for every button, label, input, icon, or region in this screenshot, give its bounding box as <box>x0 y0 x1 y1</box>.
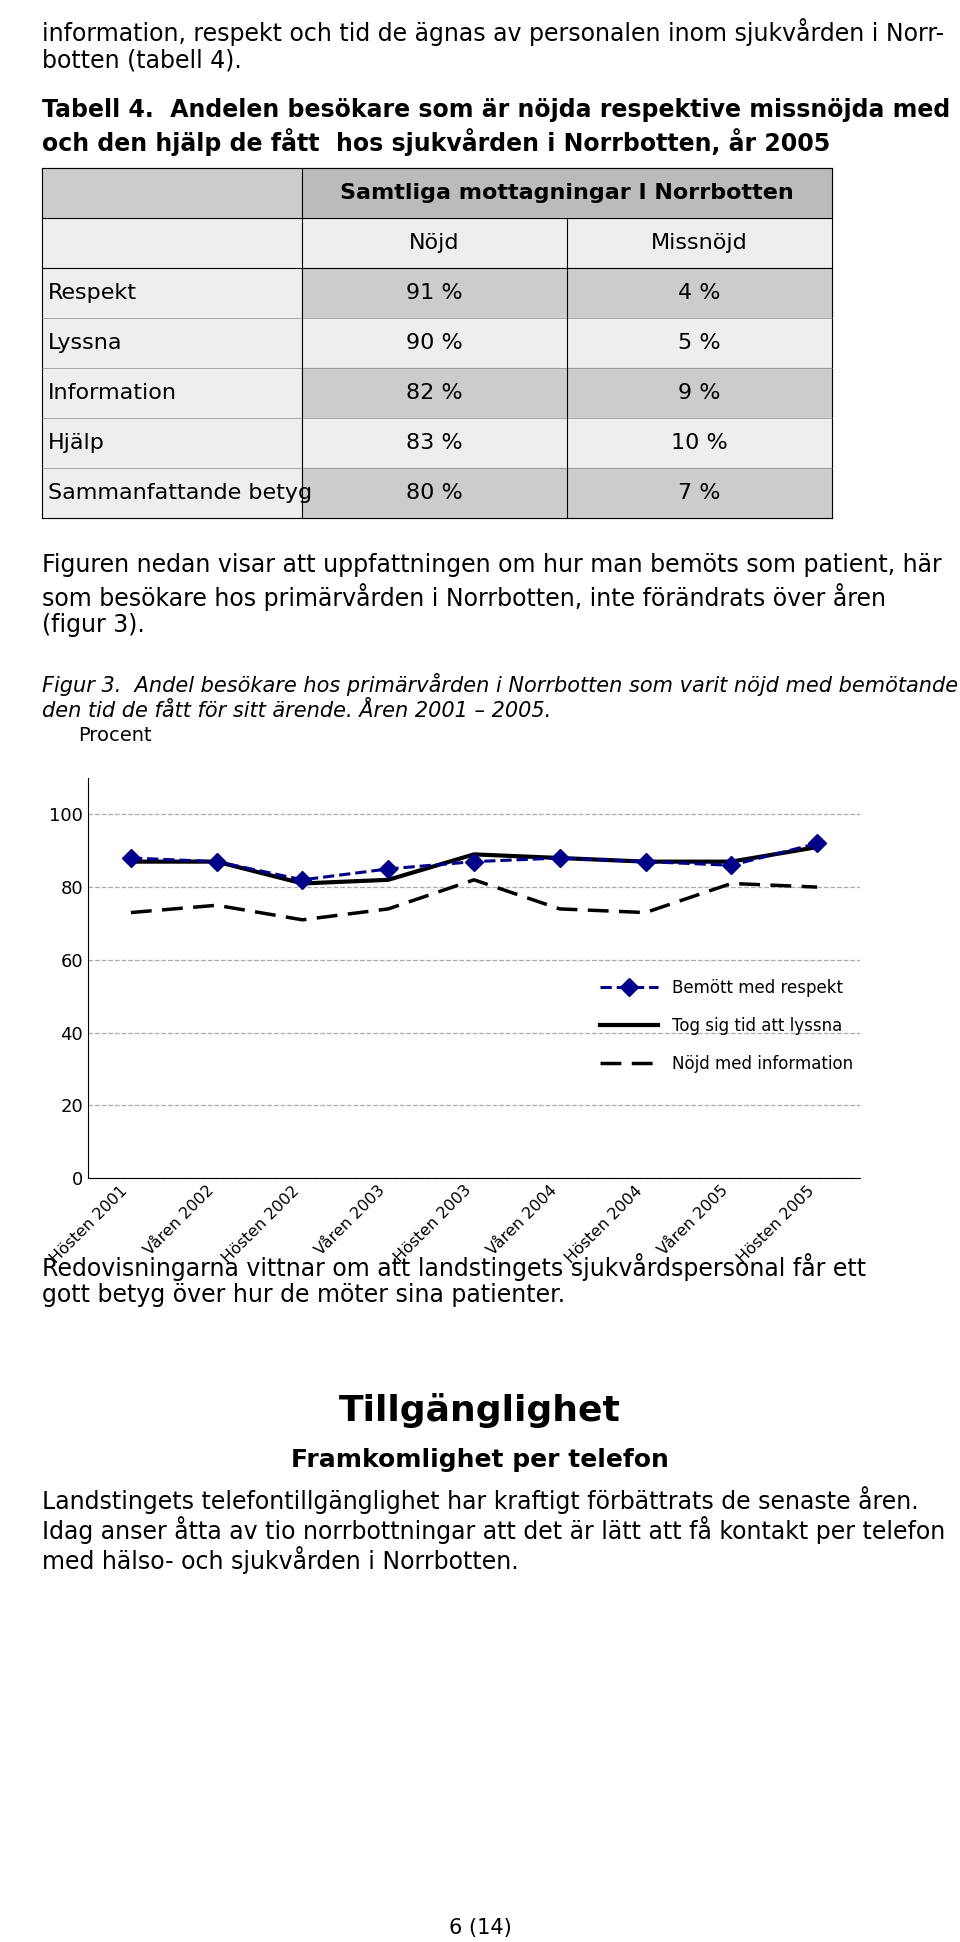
Text: Respekt: Respekt <box>48 284 137 303</box>
Bar <box>42 468 302 519</box>
Bemött med respekt <box>468 851 480 874</box>
Bar <box>567 318 832 367</box>
Nöjd med information <box>554 897 565 921</box>
Bar <box>302 367 567 418</box>
Bemött med respekt <box>811 831 823 854</box>
Nöjd med information <box>726 872 737 895</box>
Text: Sammanfattande betyg: Sammanfattande betyg <box>48 484 312 503</box>
Bar <box>42 268 302 318</box>
Bar <box>567 218 832 268</box>
Bar <box>567 367 832 418</box>
Bar <box>42 418 302 468</box>
Nöjd med information <box>297 909 308 932</box>
Text: den tid de fått för sitt ärende. Åren 2001 – 2005.: den tid de fått för sitt ärende. Åren 20… <box>42 701 551 720</box>
Text: 90 %: 90 % <box>406 332 463 353</box>
Text: 80 %: 80 % <box>406 484 463 503</box>
Text: 9 %: 9 % <box>679 383 721 404</box>
Text: Idag anser åtta av tio norrbottningar att det är lätt att få kontakt per telefon: Idag anser åtta av tio norrbottningar at… <box>42 1517 946 1544</box>
Text: information, respekt och tid de ägnas av personalen inom sjukvården i Norr-: information, respekt och tid de ägnas av… <box>42 17 944 47</box>
Bar <box>567 418 832 468</box>
Line: Nöjd med information: Nöjd med information <box>131 880 817 921</box>
Text: Tillgänglighet: Tillgänglighet <box>339 1392 621 1427</box>
Text: Figuren nedan visar att uppfattningen om hur man bemöts som patient, här: Figuren nedan visar att uppfattningen om… <box>42 553 942 577</box>
Nöjd med information <box>811 876 823 899</box>
Text: Samtliga mottagningar I Norrbotten: Samtliga mottagningar I Norrbotten <box>340 183 794 204</box>
Bar <box>302 468 567 519</box>
Text: som besökare hos primärvården i Norrbotten, inte förändrats över åren: som besökare hos primärvården i Norrbott… <box>42 583 886 612</box>
Text: Landstingets telefontillgänglighet har kraftigt förbättrats de senaste åren.: Landstingets telefontillgänglighet har k… <box>42 1486 919 1515</box>
Text: Information: Information <box>48 383 177 404</box>
Text: 10 %: 10 % <box>671 433 728 452</box>
Tog sig tid att lyssna <box>382 868 394 891</box>
Nöjd med information <box>125 901 136 924</box>
Tog sig tid att lyssna <box>211 851 223 874</box>
Text: Tabell 4.  Andelen besökare som är nöjda respektive missnöjda med bemötande, inf: Tabell 4. Andelen besökare som är nöjda … <box>42 97 960 122</box>
Text: med hälso- och sjukvården i Norrbotten.: med hälso- och sjukvården i Norrbotten. <box>42 1546 518 1573</box>
Nöjd med information <box>468 868 480 891</box>
Tog sig tid att lyssna <box>811 835 823 858</box>
Text: 83 %: 83 % <box>406 433 463 452</box>
Bar <box>302 318 567 367</box>
Bar <box>302 268 567 318</box>
Tog sig tid att lyssna <box>554 847 565 870</box>
Bar <box>302 418 567 468</box>
Text: 7 %: 7 % <box>679 484 721 503</box>
Text: och den hjälp de fått  hos sjukvården i Norrbotten, år 2005: och den hjälp de fått hos sjukvården i N… <box>42 128 830 155</box>
Text: Hjälp: Hjälp <box>48 433 105 452</box>
Bar <box>567 468 832 519</box>
Text: Redovisningarna vittnar om att landstingets sjukvårdspersonal får ett: Redovisningarna vittnar om att landsting… <box>42 1253 866 1282</box>
Text: (figur 3).: (figur 3). <box>42 614 145 637</box>
Text: gott betyg över hur de möter sina patienter.: gott betyg över hur de möter sina patien… <box>42 1284 565 1307</box>
Tog sig tid att lyssna <box>726 851 737 874</box>
Text: 6 (14): 6 (14) <box>448 1919 512 1938</box>
Bemött med respekt <box>297 868 308 891</box>
Bemött med respekt <box>211 851 223 874</box>
Bar <box>42 367 302 418</box>
Line: Tog sig tid att lyssna: Tog sig tid att lyssna <box>131 847 817 884</box>
Text: Procent: Procent <box>78 726 152 746</box>
Bemött med respekt <box>382 856 394 880</box>
Line: Bemött med respekt: Bemött med respekt <box>125 837 824 886</box>
Bar <box>302 169 832 218</box>
Text: 91 %: 91 % <box>406 284 463 303</box>
Bemött med respekt <box>726 854 737 878</box>
Nöjd med information <box>639 901 651 924</box>
Text: Missnöjd: Missnöjd <box>651 233 748 252</box>
Nöjd med information <box>211 893 223 917</box>
Bemött med respekt <box>554 847 565 870</box>
Tog sig tid att lyssna <box>125 851 136 874</box>
Bemött med respekt <box>125 847 136 870</box>
Bar <box>302 218 567 268</box>
Bar <box>567 268 832 318</box>
Text: Framkomlighet per telefon: Framkomlighet per telefon <box>291 1449 669 1472</box>
Text: Nöjd: Nöjd <box>409 233 460 252</box>
Nöjd med information <box>382 897 394 921</box>
Bar <box>42 169 302 218</box>
Text: 4 %: 4 % <box>679 284 721 303</box>
Text: 82 %: 82 % <box>406 383 463 404</box>
Legend: Bemött med respekt, Tog sig tid att lyssna, Nöjd med information: Bemött med respekt, Tog sig tid att lyss… <box>593 973 859 1080</box>
Text: Figur 3.  Andel besökare hos primärvården i Norrbotten som varit nöjd med bemöta: Figur 3. Andel besökare hos primärvården… <box>42 674 960 695</box>
Bemött med respekt <box>639 851 651 874</box>
Bar <box>42 318 302 367</box>
Tog sig tid att lyssna <box>468 843 480 866</box>
Text: 5 %: 5 % <box>678 332 721 353</box>
Tog sig tid att lyssna <box>639 851 651 874</box>
Text: Lyssna: Lyssna <box>48 332 123 353</box>
Bar <box>42 218 302 268</box>
Text: botten (tabell 4).: botten (tabell 4). <box>42 49 242 72</box>
Tog sig tid att lyssna <box>297 872 308 895</box>
